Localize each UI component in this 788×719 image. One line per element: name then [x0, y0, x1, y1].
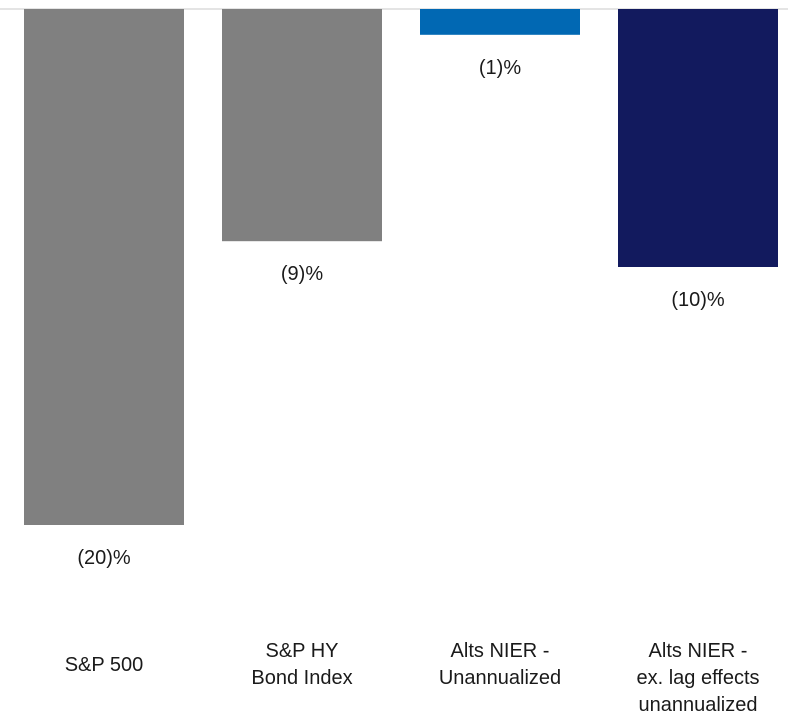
category-label-3: Alts NIER - Unannualized — [439, 640, 561, 689]
category-label-1: S&P 500 — [65, 654, 144, 676]
category-label-line: Bond Index — [251, 667, 352, 689]
category-label-line: S&P HY — [266, 640, 339, 662]
category-label-4: Alts NIER - ex. lag effects unannualized — [636, 640, 759, 716]
bar-2 — [222, 9, 382, 242]
bar-3 — [420, 9, 580, 35]
category-label-line: Alts NIER - — [649, 640, 748, 662]
data-label-1: (20)% — [77, 547, 131, 569]
data-label-4: (10)% — [671, 289, 725, 311]
category-label-line: S&P 500 — [65, 654, 144, 676]
bar-4 — [618, 9, 778, 267]
category-label-line: ex. lag effects — [636, 667, 759, 689]
data-label-3: (1)% — [479, 57, 521, 79]
bar-1 — [24, 9, 184, 525]
category-label-line: unannualized — [639, 694, 758, 716]
data-label-2: (9)% — [281, 263, 323, 285]
category-label-line: Unannualized — [439, 667, 561, 689]
category-label-2: S&P HY Bond Index — [251, 640, 352, 689]
category-label-line: Alts NIER - — [451, 640, 550, 662]
